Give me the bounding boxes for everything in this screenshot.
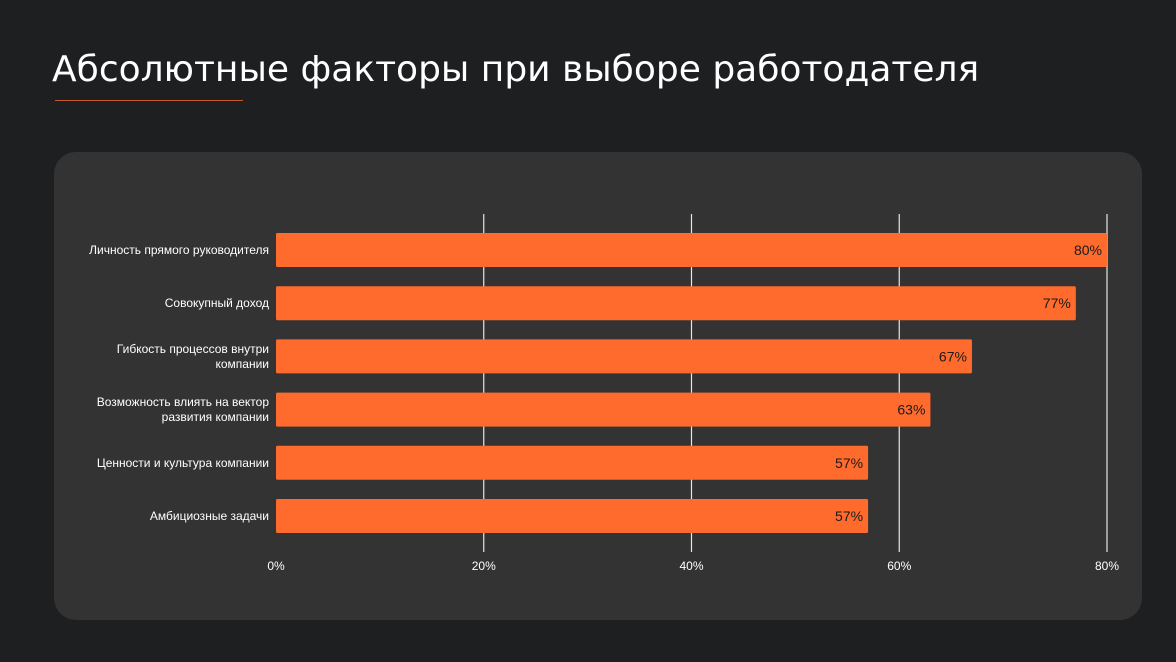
page-title: Абсолютные факторы при выборе работодате… <box>52 49 980 90</box>
x-tick-label-40: 40% <box>679 559 703 573</box>
bar-5 <box>276 499 869 533</box>
category-label-line: компании <box>215 357 269 371</box>
category-label-2: Гибкость процессов внутри компании <box>117 342 269 371</box>
x-tick-label-80: 80% <box>1095 559 1119 573</box>
value-label-0: 80% <box>1074 242 1102 258</box>
chart-card: 80% Личность прямого руководителя 77% Совок… <box>54 152 1142 620</box>
category-label-line: Возможность влиять на вектор <box>97 395 270 409</box>
bar-2 <box>276 339 972 374</box>
bar-4 <box>276 445 869 480</box>
category-label-line: Ценности и культура компании <box>97 456 269 470</box>
category-label-line: Амбициозные задачи <box>150 509 269 523</box>
category-label-5: Амбициозные задачи <box>150 509 269 523</box>
value-label-5: 57% <box>835 508 863 524</box>
bar-3 <box>276 392 931 427</box>
value-label-1: 77% <box>1043 295 1071 311</box>
value-label-3: 63% <box>897 402 925 418</box>
category-label-line: Совокупный доход <box>165 296 269 310</box>
value-label-2: 67% <box>939 348 967 364</box>
category-label-line: Личность прямого руководителя <box>89 243 269 257</box>
category-label-line: развития компании <box>162 410 269 424</box>
bar-1 <box>276 286 1076 321</box>
x-tick-label-60: 60% <box>887 559 911 573</box>
bar-chart: 80% Личность прямого руководителя 77% Совок… <box>89 214 1119 573</box>
category-label-4: Ценности и культура компании <box>97 456 269 470</box>
title-underline <box>55 100 243 101</box>
x-tick-label-0: 0% <box>267 559 285 573</box>
category-label-3: Возможность влиять на вектор развития ком… <box>97 395 270 424</box>
category-label-1: Совокупный доход <box>165 296 269 310</box>
bar-0 <box>276 233 1107 267</box>
category-label-line: Гибкость процессов внутри <box>117 342 269 356</box>
category-label-0: Личность прямого руководителя <box>89 243 269 257</box>
value-label-4: 57% <box>835 455 863 471</box>
x-tick-label-20: 20% <box>472 559 496 573</box>
